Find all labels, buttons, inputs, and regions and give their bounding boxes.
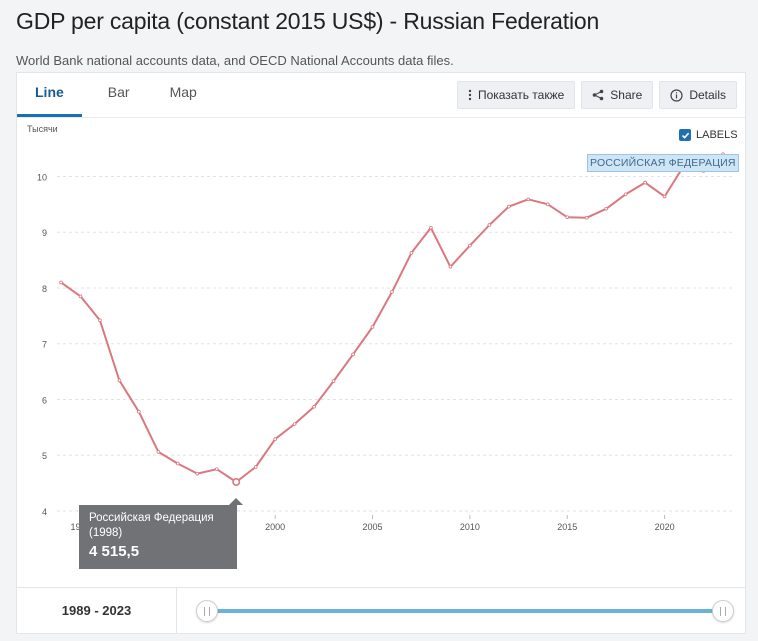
labels-toggle[interactable]: LABELS	[679, 129, 738, 141]
view-tabs: Line Bar Map	[17, 73, 215, 117]
data-point	[623, 192, 628, 197]
y-axis-label: Тысячи	[27, 124, 58, 134]
data-point	[195, 471, 200, 476]
y-tick-label: 6	[42, 395, 47, 405]
details-button[interactable]: Details	[659, 81, 737, 109]
tooltip-series-name: Российская Федерация	[89, 512, 214, 524]
tooltip-value: 4 515,5	[89, 543, 140, 560]
range-start-handle[interactable]	[196, 600, 218, 622]
data-point	[448, 264, 453, 269]
share-button[interactable]: Share	[581, 81, 654, 109]
y-tick-label: 4	[42, 507, 47, 517]
data-point	[507, 204, 511, 209]
check-icon	[681, 132, 689, 139]
range-bar: 1989 - 2023	[16, 588, 746, 634]
data-point	[545, 202, 550, 207]
y-tick-label: 7	[42, 340, 47, 350]
data-point	[59, 280, 63, 285]
x-tick-label: 2000	[265, 522, 285, 532]
tab-line[interactable]: Line	[17, 73, 82, 117]
data-point	[331, 379, 336, 383]
data-point	[137, 409, 141, 414]
labels-checkbox[interactable]	[679, 129, 691, 141]
more-vertical-icon	[468, 89, 472, 101]
range-slider-track[interactable]	[207, 609, 723, 613]
data-point	[409, 251, 414, 255]
show-also-button[interactable]: Показать также	[456, 81, 576, 109]
series-line	[60, 153, 724, 483]
range-end-handle[interactable]	[712, 600, 734, 622]
tooltip-year: (1998)	[89, 527, 123, 539]
show-also-label: Показать также	[477, 88, 565, 102]
data-point	[584, 215, 589, 220]
chart-card: Line Bar Map Показать также Share Detail…	[16, 72, 746, 588]
tab-map[interactable]: Map	[169, 84, 197, 100]
details-label: Details	[689, 88, 726, 102]
data-point	[214, 467, 219, 471]
data-point	[117, 378, 122, 383]
data-point	[273, 437, 277, 441]
share-label: Share	[610, 88, 643, 102]
y-tick-label: 8	[42, 284, 47, 294]
x-tick-label: 2020	[655, 522, 675, 532]
data-point	[78, 294, 83, 299]
series-label-tag: РОССИЙСКАЯ ФЕДЕРАЦИЯ	[587, 154, 739, 172]
data-point	[643, 180, 647, 185]
data-point	[487, 223, 492, 227]
highlighted-data-point	[232, 478, 241, 487]
x-tick-label: 2005	[363, 522, 383, 532]
line-chart: Тысячи45678910199020002005201020152020	[27, 124, 733, 532]
x-tick-label: 2010	[460, 522, 480, 532]
data-tooltip: Российская Федерация (1998) 4 515,5	[79, 498, 243, 569]
data-point	[429, 225, 433, 230]
page-subtitle: World Bank national accounts data, and O…	[16, 53, 454, 68]
data-point	[176, 461, 180, 466]
data-point	[98, 318, 102, 323]
data-point	[468, 243, 472, 248]
data-point	[370, 325, 375, 329]
data-point	[292, 422, 297, 426]
data-point	[526, 197, 531, 202]
info-icon	[670, 88, 683, 102]
y-tick-label: 5	[42, 451, 47, 461]
data-point	[351, 352, 355, 357]
y-tick-label: 9	[42, 228, 47, 238]
tabs-divider	[17, 117, 745, 118]
y-tick-label: 10	[37, 172, 47, 182]
page-title: GDP per capita (constant 2015 US$) - Rus…	[16, 8, 600, 34]
data-point	[253, 465, 258, 469]
year-range-label: 1989 - 2023	[17, 588, 177, 634]
data-point	[565, 215, 570, 219]
chart-toolbar: Показать также Share Details	[456, 81, 737, 109]
data-point	[604, 206, 608, 211]
data-point	[312, 404, 316, 409]
x-tick-label: 2015	[557, 522, 577, 532]
data-point	[662, 194, 667, 199]
share-icon	[592, 89, 604, 101]
tab-bar[interactable]: Bar	[107, 84, 130, 100]
data-point	[390, 290, 394, 294]
data-point	[156, 450, 161, 454]
labels-toggle-label: LABELS	[696, 129, 738, 141]
